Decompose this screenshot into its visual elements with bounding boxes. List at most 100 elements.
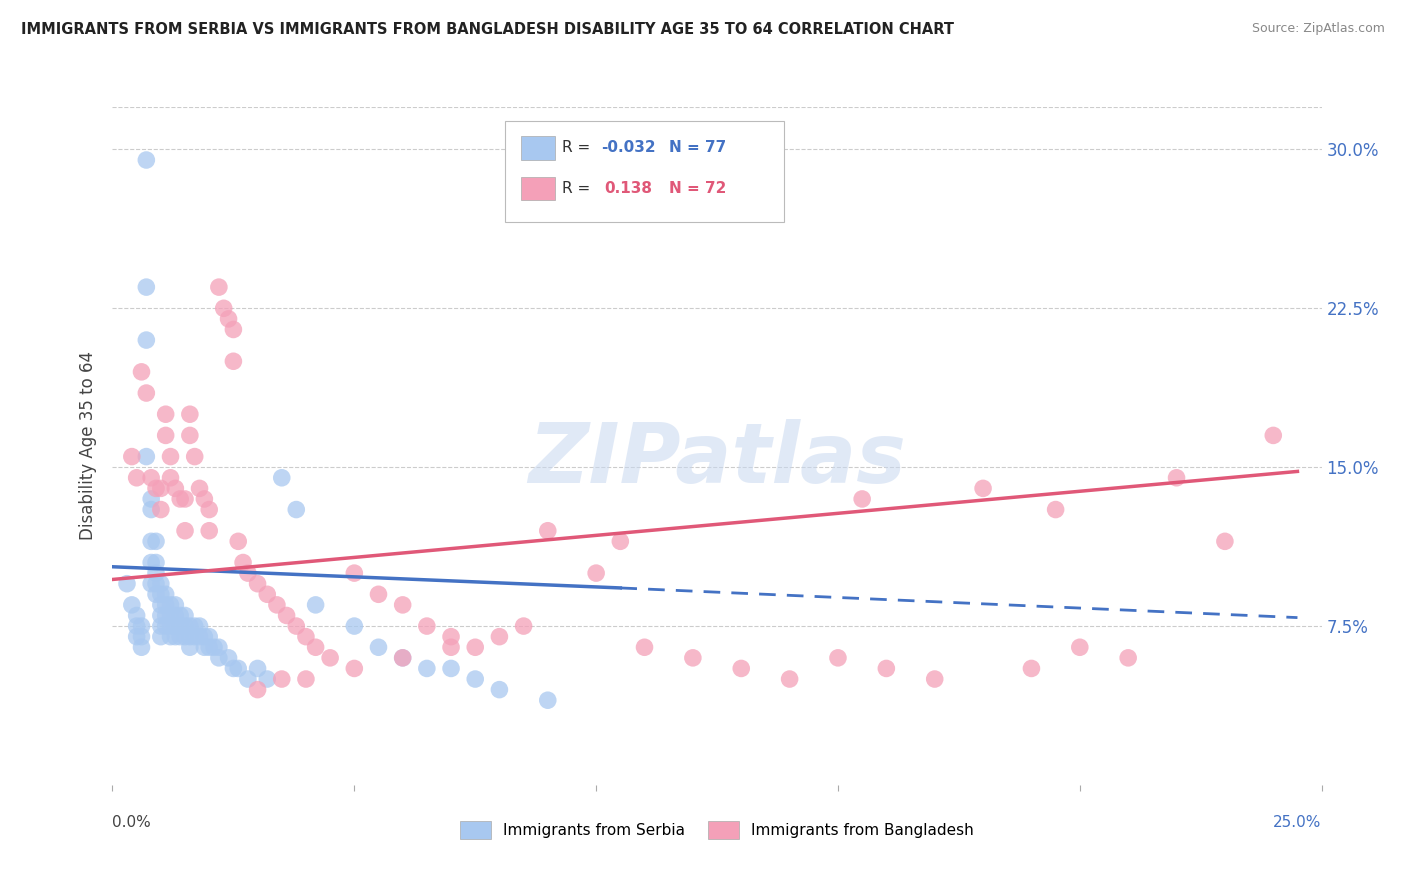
Point (416, 661, 439, 675)
Point (266, 598, 288, 612)
Point (585, 566, 607, 580)
Point (165, 608, 187, 623)
Point (464, 640, 486, 655)
Point (226, 534, 249, 549)
Point (236, 672, 259, 686)
Point (159, 598, 181, 612)
Point (135, 153, 157, 167)
Point (440, 661, 463, 675)
Point (131, 640, 153, 655)
Point (131, 630, 153, 644)
Point (246, 576, 269, 591)
Point (440, 630, 463, 644)
Point (159, 619, 181, 633)
Point (609, 534, 631, 549)
Point (512, 619, 534, 633)
Point (125, 471, 148, 485)
Point (222, 354, 245, 368)
Point (179, 619, 201, 633)
Point (1069, 640, 1091, 655)
Point (416, 619, 439, 633)
Point (827, 651, 849, 665)
Point (141, 491, 163, 506)
Point (155, 587, 177, 601)
Point (633, 640, 655, 655)
Legend: Immigrants from Serbia, Immigrants from Bangladesh: Immigrants from Serbia, Immigrants from … (454, 815, 980, 845)
Point (304, 640, 326, 655)
Point (188, 619, 211, 633)
Point (1166, 471, 1188, 485)
Point (537, 524, 560, 538)
Point (135, 280, 157, 294)
Text: Source: ZipAtlas.com: Source: ZipAtlas.com (1251, 22, 1385, 36)
Point (304, 598, 326, 612)
Point (226, 661, 249, 675)
Point (222, 661, 245, 675)
Point (218, 311, 240, 326)
Point (149, 481, 172, 495)
Point (198, 524, 221, 538)
Point (1045, 502, 1067, 516)
Point (165, 619, 187, 633)
Point (169, 491, 191, 506)
Point (730, 661, 752, 675)
Text: N = 77: N = 77 (669, 140, 725, 155)
Point (135, 450, 157, 464)
Point (165, 481, 187, 495)
Point (295, 630, 318, 644)
Point (367, 587, 389, 601)
Point (155, 608, 177, 623)
Point (212, 301, 235, 316)
Point (682, 651, 704, 665)
Text: 0.0%: 0.0% (112, 815, 152, 830)
Y-axis label: Disability Age 35 to 64: Disability Age 35 to 64 (79, 351, 97, 541)
Text: ZIPatlas: ZIPatlas (529, 419, 905, 500)
Point (174, 619, 197, 633)
Point (174, 608, 197, 623)
Point (972, 481, 994, 495)
Point (188, 630, 211, 644)
Point (141, 556, 163, 570)
Point (488, 630, 510, 644)
Point (875, 661, 897, 675)
Point (202, 640, 225, 655)
Point (131, 619, 153, 633)
Point (169, 619, 191, 633)
Point (183, 630, 205, 644)
Point (159, 608, 181, 623)
Point (246, 682, 269, 697)
Point (218, 651, 240, 665)
Point (208, 651, 231, 665)
Point (464, 672, 486, 686)
FancyBboxPatch shape (506, 120, 783, 222)
Point (155, 428, 177, 442)
Point (145, 534, 167, 549)
Point (125, 630, 148, 644)
Point (285, 619, 308, 633)
Text: N = 72: N = 72 (669, 181, 725, 196)
Point (155, 407, 177, 421)
Point (179, 630, 201, 644)
Bar (522, 177, 555, 200)
Point (135, 386, 157, 401)
Point (222, 322, 245, 336)
Point (193, 640, 215, 655)
Point (537, 693, 560, 707)
Point (343, 619, 366, 633)
Point (149, 619, 172, 633)
Point (149, 608, 172, 623)
Point (141, 471, 163, 485)
Point (851, 491, 873, 506)
Point (179, 640, 201, 655)
Point (115, 576, 138, 591)
Point (193, 491, 215, 506)
Point (183, 450, 205, 464)
Point (125, 619, 148, 633)
Point (149, 576, 172, 591)
Point (1021, 661, 1043, 675)
Point (121, 450, 143, 464)
Point (159, 450, 181, 464)
Point (246, 661, 269, 675)
Point (285, 502, 308, 516)
Point (208, 640, 231, 655)
